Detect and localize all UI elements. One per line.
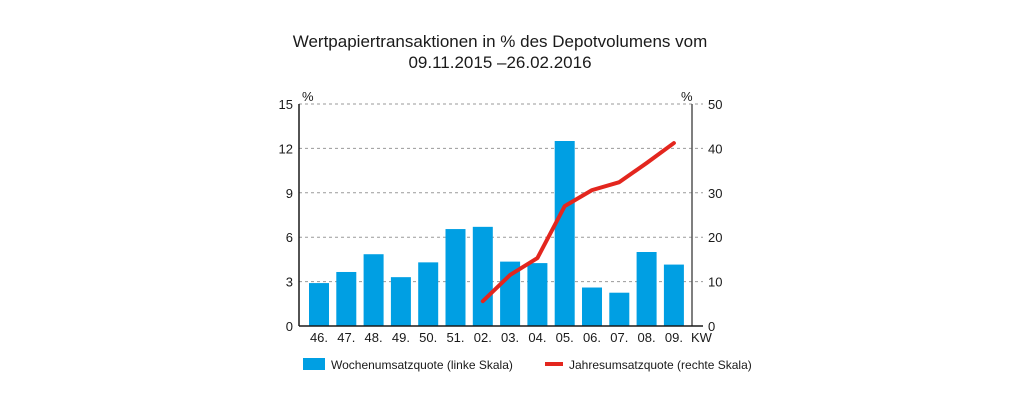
x-tick-label: 04.	[528, 330, 546, 345]
left-tick-label: 15	[279, 97, 293, 112]
right-tick-label: 10	[708, 275, 722, 290]
x-tick-label: 05.	[556, 330, 574, 345]
x-tick-label: 03.	[501, 330, 519, 345]
x-tick-label: 48.	[365, 330, 383, 345]
x-tick-label: 08.	[638, 330, 656, 345]
bar-50	[418, 262, 439, 326]
bars	[309, 141, 684, 326]
x-tick-label: 09.	[665, 330, 683, 345]
tick-labels: 0 3 6 9 12 15 0 10 20 30 40 50 46. 47. 48. 49. 50. 51. 02.…	[279, 97, 723, 345]
x-tick-label: 06.	[583, 330, 601, 345]
legend-label-line: Jahresumsatzquote (rechte Skala)	[569, 358, 752, 372]
bar-07	[609, 292, 630, 326]
right-tick-label: 30	[708, 186, 722, 201]
bar-04	[527, 263, 548, 326]
bar-51	[445, 229, 466, 326]
axes	[298, 104, 703, 327]
left-tick-label: 6	[286, 230, 293, 245]
x-tick-label: 51.	[446, 330, 464, 345]
x-tick-label: 02.	[474, 330, 492, 345]
left-tick-label: 9	[286, 186, 293, 201]
chart-title: Wertpapiertransaktionen in % des Depotvo…	[0, 31, 1000, 73]
bar-46	[309, 283, 329, 326]
right-tick-label: 20	[708, 230, 722, 245]
x-tick-label: 46.	[310, 330, 328, 345]
bar-09	[663, 264, 684, 326]
right-tick-label: 40	[708, 141, 722, 156]
bar-02	[472, 226, 493, 326]
right-tick-label: 0	[708, 319, 715, 334]
legend: Wochenumsatzquote (linke Skala) Jahresum…	[303, 358, 752, 372]
line-series	[480, 141, 676, 304]
x-axis-label: KW	[691, 330, 713, 345]
x-tick-label: 50.	[419, 330, 437, 345]
bar-06	[582, 287, 602, 326]
x-tick-label: 49.	[392, 330, 410, 345]
left-axis-unit-label: %	[302, 89, 314, 104]
x-tick-label: 47.	[337, 330, 355, 345]
bar-48	[363, 254, 384, 326]
bar-08	[636, 252, 657, 326]
left-tick-label: 12	[279, 141, 293, 156]
chart-title-line1: Wertpapiertransaktionen in % des Depotvo…	[292, 32, 708, 51]
right-tick-label: 50	[708, 97, 722, 112]
bar-49	[390, 277, 411, 326]
legend-swatch-bars	[303, 358, 325, 370]
bar-05	[554, 141, 575, 326]
right-axis-unit-label: %	[681, 89, 693, 104]
legend-label-bars: Wochenumsatzquote (linke Skala)	[331, 358, 513, 372]
left-tick-label: 3	[286, 275, 293, 290]
chart-subtitle: 09.11.2015 –26.02.2016	[408, 53, 592, 72]
bar-47	[336, 271, 357, 326]
line-jahresumsatzquote	[480, 141, 676, 304]
x-tick-label: 07.	[610, 330, 628, 345]
left-tick-label: 0	[286, 319, 293, 334]
